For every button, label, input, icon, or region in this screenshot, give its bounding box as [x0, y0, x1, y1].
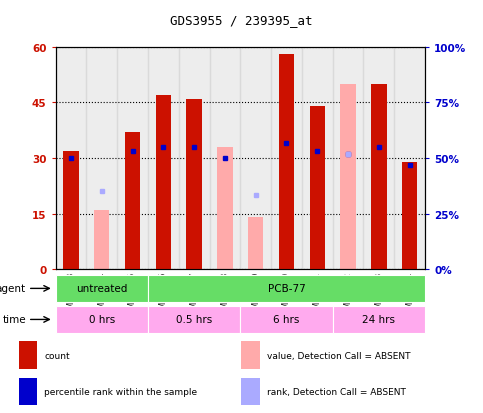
Text: GDS3955 / 239395_at: GDS3955 / 239395_at	[170, 14, 313, 27]
Bar	[302, 47, 333, 270]
Bar	[341, 85, 356, 270]
Bar	[94, 211, 110, 270]
Bar	[364, 47, 394, 270]
Bar	[186, 100, 202, 270]
Text: 6 hrs: 6 hrs	[273, 315, 299, 325]
Bar	[217, 147, 233, 270]
Bar	[241, 306, 333, 333]
Text: 0.5 hrs: 0.5 hrs	[176, 315, 212, 325]
Bar	[242, 342, 260, 369]
Bar	[179, 47, 210, 270]
Bar	[371, 85, 386, 270]
Text: untreated: untreated	[76, 284, 128, 294]
Bar	[125, 133, 140, 270]
Bar	[63, 151, 79, 270]
Bar	[148, 47, 179, 270]
Bar	[248, 218, 263, 270]
Bar	[148, 306, 241, 333]
Text: 0 hrs: 0 hrs	[88, 315, 115, 325]
Bar	[279, 55, 294, 270]
Bar	[56, 47, 86, 270]
Bar	[19, 378, 38, 405]
Text: agent: agent	[0, 284, 26, 294]
Text: time: time	[2, 315, 26, 325]
Bar	[156, 96, 171, 270]
Text: value, Detection Call = ABSENT: value, Detection Call = ABSENT	[267, 351, 411, 360]
Bar	[242, 378, 260, 405]
Bar	[56, 306, 148, 333]
Bar	[402, 162, 417, 270]
Bar	[333, 47, 364, 270]
Bar	[210, 47, 240, 270]
Bar	[333, 306, 425, 333]
Bar	[394, 47, 425, 270]
Bar	[86, 47, 117, 270]
Text: PCB-77: PCB-77	[268, 284, 305, 294]
Bar	[310, 107, 325, 270]
Text: 24 hrs: 24 hrs	[362, 315, 396, 325]
Bar	[271, 47, 302, 270]
Bar	[117, 47, 148, 270]
Text: count: count	[44, 351, 70, 360]
Bar	[56, 275, 148, 302]
Bar	[240, 47, 271, 270]
Bar	[19, 342, 38, 369]
Text: rank, Detection Call = ABSENT: rank, Detection Call = ABSENT	[267, 387, 406, 396]
Text: percentile rank within the sample: percentile rank within the sample	[44, 387, 198, 396]
Bar	[148, 275, 425, 302]
